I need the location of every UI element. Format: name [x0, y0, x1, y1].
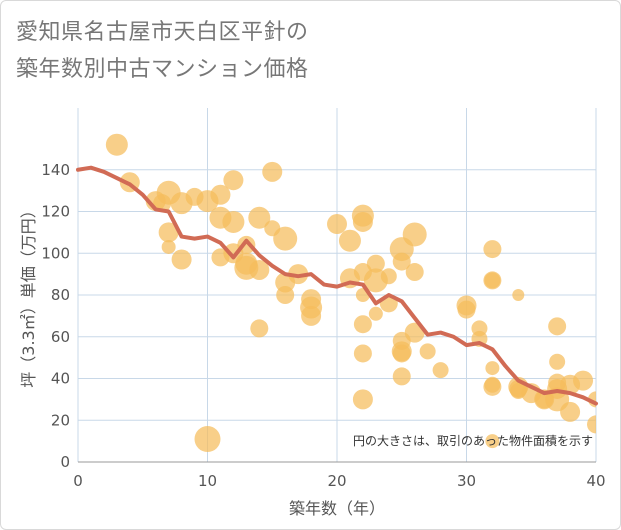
y-axis-label: 坪（3.3㎡）単価（万円） [19, 202, 38, 387]
data-bubble [485, 361, 500, 376]
data-bubble [366, 254, 385, 273]
y-tick-label: 100 [41, 244, 70, 262]
data-bubble [368, 306, 383, 321]
bubble-series [105, 133, 596, 453]
data-bubble [512, 289, 525, 301]
y-tick-label: 120 [41, 203, 70, 221]
title-line-2: 築年数別中古マンション価格 [16, 57, 309, 82]
title-line-1: 愛知県名古屋市天白区平針の [16, 20, 309, 45]
data-bubble [419, 343, 436, 360]
data-bubble [327, 214, 347, 235]
y-tick-label: 80 [51, 286, 70, 304]
size-legend-note: 円の大きさは、取引のあった物件面積を示す [353, 433, 593, 448]
x-tick-label: 40 [586, 472, 605, 490]
data-bubble [222, 210, 245, 233]
data-bubble [338, 229, 361, 252]
x-tick-labels: 0 10 20 30 40 [73, 472, 605, 490]
chart-title: 愛知県名古屋市天白区平針の 築年数別中古マンション価格 [16, 14, 309, 88]
data-bubble [250, 319, 269, 338]
data-bubble [249, 259, 270, 280]
y-tick-label: 0 [60, 453, 70, 471]
data-bubble [262, 161, 283, 182]
y-tick-label: 140 [41, 161, 70, 179]
data-bubble [402, 222, 427, 247]
data-bubble [484, 272, 501, 289]
y-tick-label: 40 [51, 370, 70, 388]
y-tick-label: 20 [51, 411, 70, 429]
data-bubble [483, 377, 502, 396]
data-bubble [549, 353, 566, 370]
data-bubble [161, 239, 176, 254]
data-bubble [353, 344, 372, 363]
data-bubble [392, 367, 411, 386]
data-bubble [380, 268, 397, 285]
data-bubble [432, 362, 449, 379]
data-bubble [405, 263, 424, 282]
data-bubble [248, 206, 271, 229]
trend-line [76, 165, 598, 406]
data-bubble [158, 222, 179, 243]
data-bubble [548, 317, 567, 336]
x-axis-label: 築年数（年） [289, 499, 385, 518]
x-tick-label: 10 [198, 472, 217, 490]
data-bubble [301, 305, 322, 326]
x-tick-label: 0 [73, 472, 83, 490]
data-bubble [392, 252, 411, 271]
data-bubble [353, 315, 372, 334]
data-bubble [276, 286, 295, 304]
y-tick-label: 60 [51, 328, 70, 346]
trend-line-group [76, 165, 598, 406]
data-bubble [171, 249, 192, 270]
y-tick-labels: 0 20 40 60 80 100 120 140 [41, 161, 70, 471]
data-bubble [105, 133, 128, 156]
data-bubble [573, 370, 594, 391]
data-bubble [485, 434, 500, 449]
data-bubble [273, 226, 298, 251]
data-bubble [392, 344, 411, 363]
data-bubble [587, 415, 596, 434]
data-bubble [352, 389, 373, 410]
data-bubble [223, 170, 244, 191]
x-tick-label: 20 [327, 472, 346, 490]
x-tick-label: 30 [457, 472, 476, 490]
data-bubble [483, 240, 502, 259]
data-bubble [210, 184, 231, 205]
data-bubble [560, 401, 581, 422]
data-bubble [194, 426, 221, 453]
grid-lines [77, 108, 597, 463]
data-bubble [288, 264, 309, 285]
data-bubble [457, 300, 476, 319]
data-bubble [352, 211, 373, 232]
